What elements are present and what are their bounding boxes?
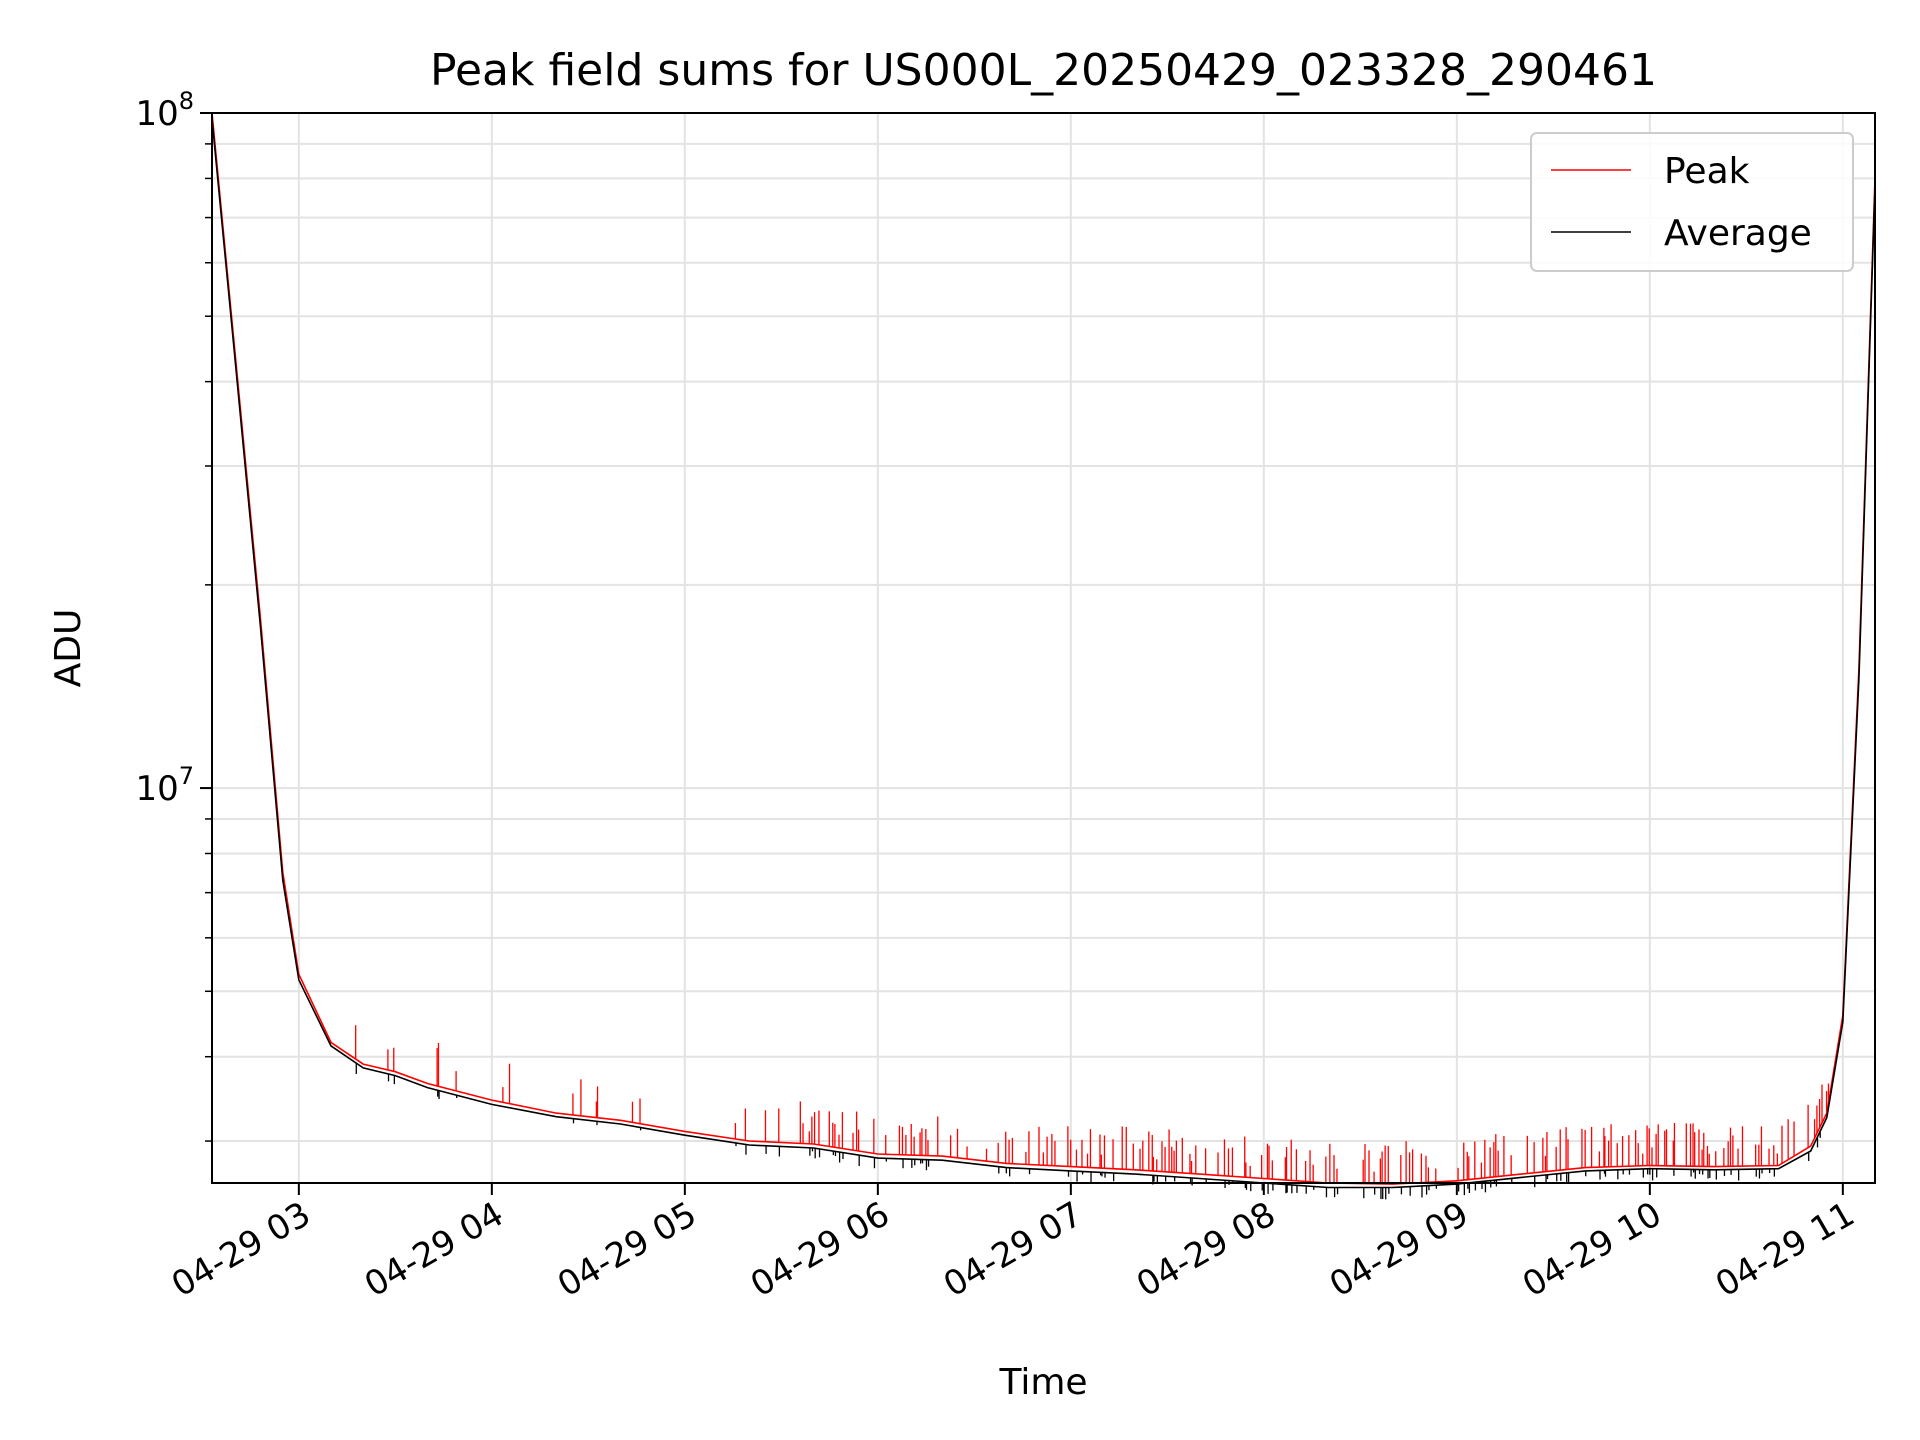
series-line-peak — [211, 112, 1876, 1185]
legend-box — [1530, 132, 1854, 272]
average-dips — [355, 1062, 1821, 1200]
series-line-average — [211, 118, 1876, 1189]
plot-frame — [211, 112, 1876, 1184]
peak-spikes — [355, 1025, 1830, 1185]
chart-title: Peak field sums for US000L_20250429_0233… — [430, 45, 1657, 96]
y-tick-label: 107 — [135, 762, 194, 809]
grid — [212, 112, 1875, 1183]
x-axis-label: Time — [998, 1362, 1087, 1403]
y-axis-label: ADU — [48, 609, 89, 688]
legend-label-peak: Peak — [1664, 151, 1750, 192]
legend: Peak Average — [1530, 132, 1854, 272]
y-axis: 108 107 — [135, 87, 212, 1142]
y-tick-label: 108 — [135, 87, 194, 134]
legend-label-average: Average — [1664, 213, 1812, 254]
